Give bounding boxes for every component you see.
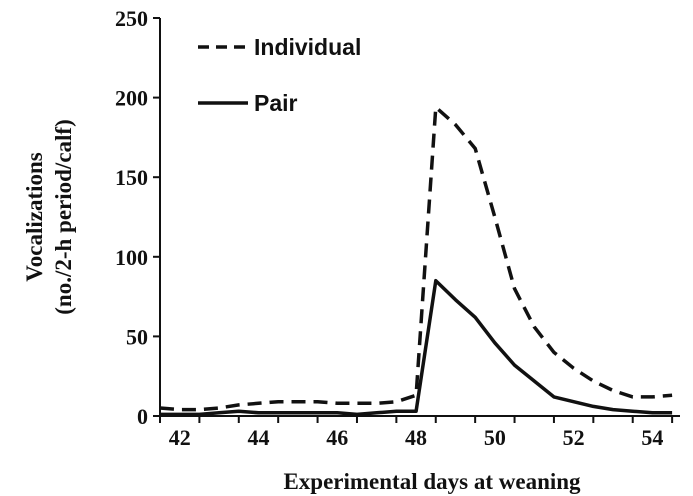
x-tick-label: 44	[247, 425, 269, 450]
y-tick-label: 250	[115, 6, 148, 31]
legend-label-individual: Individual	[254, 34, 361, 60]
x-tick-label: 52	[563, 425, 585, 450]
y-tick-label: 150	[115, 165, 148, 190]
legend-label-pair: Pair	[254, 90, 298, 116]
y-axis-title: Vocalizations (no./2-h period/calf)	[22, 119, 76, 315]
series-line-individual	[159, 105, 673, 412]
y-axis-title-line-1: Vocalizations	[22, 152, 47, 282]
x-tick-label: 46	[326, 425, 348, 450]
x-tick-label: 50	[484, 425, 506, 450]
y-axis-title-line-2: (no./2-h period/calf)	[51, 119, 76, 315]
legend: Individual Pair	[198, 34, 361, 116]
x-tick-label: 42	[169, 425, 191, 450]
y-tick-label: 50	[126, 324, 148, 349]
y-axis-ticks: 0 50 100 150 200 250	[115, 6, 160, 429]
series-line-pair	[160, 278, 673, 417]
x-tick-label: 48	[405, 425, 427, 450]
x-axis-ticks: 42 44 46 48 50 52 54	[159, 416, 674, 450]
x-tick-label: 54	[641, 425, 663, 450]
y-tick-label: 100	[115, 245, 148, 270]
y-tick-label: 0	[137, 404, 148, 429]
plot-area	[159, 105, 673, 417]
x-axis-title: Experimental days at weaning	[283, 469, 581, 494]
y-tick-label: 200	[115, 86, 148, 111]
